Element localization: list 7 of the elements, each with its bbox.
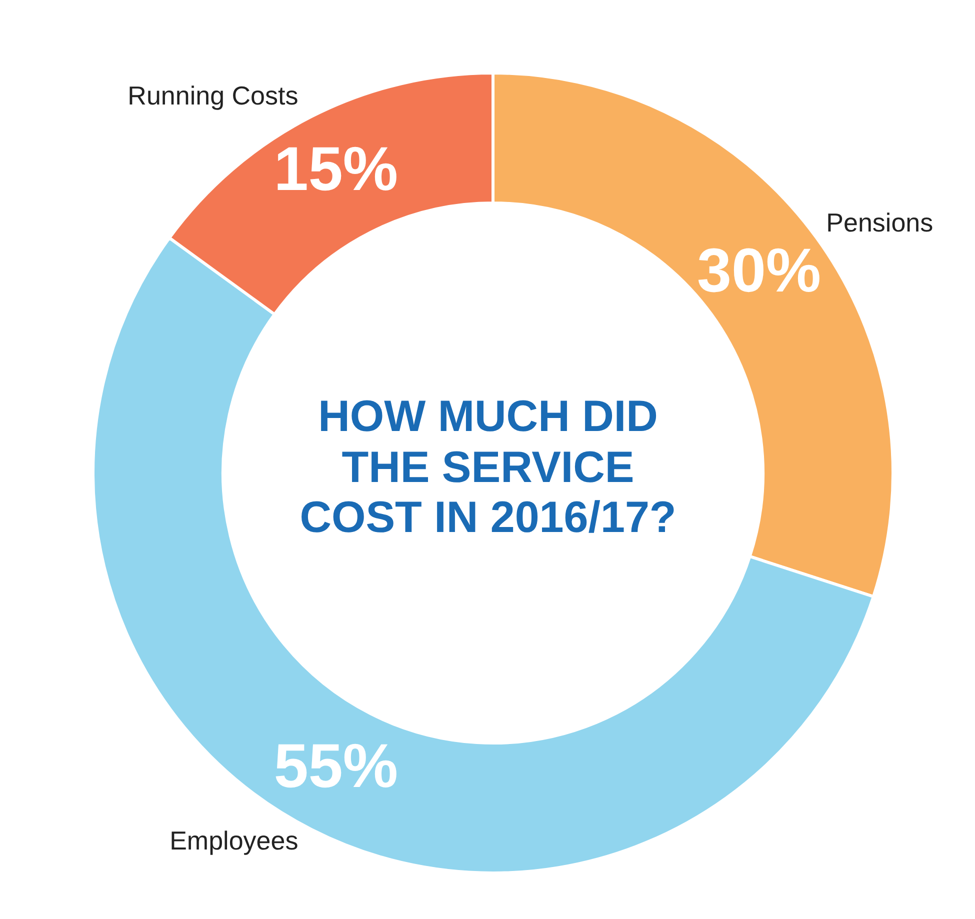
slice-label: Pensions — [826, 207, 934, 238]
text: HOW MUCH DID THE SERVICE COST IN 2016/17? — [298, 391, 678, 544]
data-label: 55% — [274, 732, 398, 801]
data-label: 15% — [274, 135, 398, 204]
slice-label: Employees — [170, 825, 298, 856]
slice-label: Running Costs — [128, 80, 298, 111]
data-label: 30% — [696, 236, 822, 306]
